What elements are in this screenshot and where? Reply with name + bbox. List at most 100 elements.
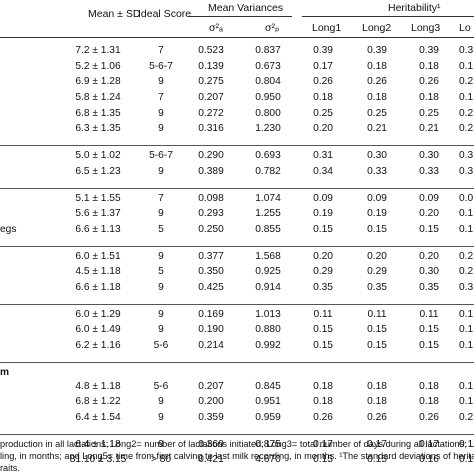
cell-l1: 0.19 bbox=[313, 208, 333, 220]
footnote-line: raits. bbox=[0, 463, 20, 473]
cell-mean: 6.8 ± 1.22 bbox=[75, 396, 121, 408]
group-rule bbox=[0, 361, 474, 363]
cell-vp: 0.845 bbox=[255, 380, 281, 392]
cell-l1: 0.20 bbox=[313, 250, 333, 262]
cell-l3: 0.35 bbox=[419, 281, 439, 293]
cell-mean: 6.5 ± 1.23 bbox=[75, 165, 121, 177]
cell-l2: 0.15 bbox=[367, 324, 387, 336]
cell-l4: 0.1 bbox=[459, 223, 474, 235]
group-gap bbox=[0, 427, 474, 434]
cell-ideal: 9 bbox=[158, 123, 164, 135]
cell-va: 0.316 bbox=[198, 123, 224, 135]
group-gap bbox=[0, 181, 474, 188]
cell-vp: 1.013 bbox=[255, 308, 281, 320]
cell-vp: 1.255 bbox=[255, 208, 281, 220]
cell-ideal: 5 bbox=[158, 266, 164, 278]
cell-l1: 0.09 bbox=[313, 192, 333, 204]
cell-mean: 6.3 ± 1.35 bbox=[75, 123, 121, 135]
table-row: 6.0 ± 1.49 9 0.190 0.880 0.15 0.15 0.15 0.1 bbox=[0, 323, 474, 339]
cell-ideal: 9 bbox=[158, 208, 164, 220]
cell-l2: 0.15 bbox=[367, 340, 387, 351]
cell-ideal: 5-6-7 bbox=[149, 60, 173, 72]
cell-l1: 0.15 bbox=[313, 324, 333, 336]
cell-l1: 0.18 bbox=[313, 380, 333, 392]
table-row: 5.0 ± 1.02 5-6-7 0.290 0.693 0.31 0.30 0.30 0.3 bbox=[0, 149, 474, 165]
cell-l2: 0.17 bbox=[367, 438, 387, 450]
cell-l3: 0.18 bbox=[419, 380, 439, 392]
cell-l4: 0.1 bbox=[459, 60, 474, 72]
cell-l2: 0.18 bbox=[367, 92, 387, 104]
cell-vp: 0.914 bbox=[255, 281, 281, 293]
cell-va: 0.350 bbox=[198, 266, 224, 278]
cell-l1: 0.34 bbox=[313, 165, 333, 177]
cell-l3: 0.17 bbox=[419, 438, 439, 450]
cell-l4: 0.1 bbox=[459, 92, 474, 104]
cell-vp: 0.800 bbox=[255, 107, 281, 119]
cell-l4: 0.2 bbox=[459, 107, 474, 119]
cell-l2: 0.21 bbox=[367, 123, 387, 135]
cell-va: 0.290 bbox=[198, 150, 224, 162]
cell-l2: 0.18 bbox=[367, 380, 387, 392]
cell-va: 0.523 bbox=[198, 45, 224, 56]
table-body: 7.2 ± 1.31 7 0.523 0.837 0.39 0.39 0.39 0.3 5.2 … bbox=[0, 44, 474, 469]
cell-vp: 0.855 bbox=[255, 223, 281, 235]
cell-va: 0.369 bbox=[198, 438, 224, 450]
header-long1: Long1 bbox=[312, 22, 342, 34]
cell-l3: 0.16 bbox=[419, 454, 439, 466]
cell-l1: 0.35 bbox=[313, 281, 333, 293]
cell-l2: 0.25 bbox=[367, 107, 387, 119]
cell-l4: 0.1 bbox=[459, 324, 474, 336]
cell-l3: 0.09 bbox=[419, 192, 439, 204]
cell-vp: 0.950 bbox=[255, 92, 281, 104]
header-long4: Lo bbox=[459, 22, 471, 34]
cell-mean: 5.1 ± 1.55 bbox=[75, 192, 121, 204]
cell-ideal: 7 bbox=[158, 92, 164, 104]
cell-l4: 0.3 bbox=[459, 165, 474, 177]
cell-ideal: 9 bbox=[158, 76, 164, 88]
cell-l2: 0.29 bbox=[367, 266, 387, 278]
footnote-line: ling, in months; and Long5= time from fi… bbox=[0, 451, 474, 461]
cell-mean: 4.8 ± 1.18 bbox=[75, 380, 121, 392]
cell-l3: 0.18 bbox=[419, 60, 439, 72]
cell-mean: 6.0 ± 1.49 bbox=[75, 324, 121, 336]
cell-mean: 5.2 ± 1.06 bbox=[75, 60, 121, 72]
cell-l1: 0.15 bbox=[313, 454, 333, 466]
cell-va: 0.214 bbox=[198, 340, 224, 351]
cell-vp: 0.693 bbox=[255, 150, 281, 162]
group-gap bbox=[0, 239, 474, 246]
cell-va: 0.169 bbox=[198, 308, 224, 320]
group-rule bbox=[0, 187, 474, 189]
cell-l4: 0.0 bbox=[459, 192, 474, 204]
cell-va: 0.275 bbox=[198, 76, 224, 88]
table-row: 4.8 ± 1.18 5-6 0.207 0.845 0.18 0.18 0.18 0.1 bbox=[0, 380, 474, 396]
cell-l2: 0.26 bbox=[367, 76, 387, 88]
cell-l3: 0.39 bbox=[419, 45, 439, 56]
cell-l4: 0.3 bbox=[459, 150, 474, 162]
cell-l4: 0.1 bbox=[459, 308, 474, 320]
cell-l2: 0.09 bbox=[367, 192, 387, 204]
cell-l4: 0.2 bbox=[459, 123, 474, 135]
cell-mean: 81.10 ± 3.15 bbox=[69, 454, 127, 466]
cell-l1: 0.39 bbox=[313, 45, 333, 56]
cell-l1: 0.29 bbox=[313, 266, 333, 278]
cell-mean: 6.2 ± 1.16 bbox=[75, 340, 121, 351]
cell-ideal: 9 bbox=[158, 324, 164, 336]
cell-vp: 1.568 bbox=[255, 250, 281, 262]
table-row: 6.2 ± 1.16 5-6 0.214 0.992 0.15 0.15 0.15 0.1 bbox=[0, 339, 474, 355]
cell-mean: 6.4 ± 1.54 bbox=[75, 412, 121, 424]
cell-l3: 0.18 bbox=[419, 396, 439, 408]
table-row: 6.9 ± 1.28 9 0.275 0.804 0.26 0.26 0.26 0.2 bbox=[0, 75, 474, 91]
cell-l4: 0.2 bbox=[459, 266, 474, 278]
cell-l3: 0.21 bbox=[419, 123, 439, 135]
table-row: 5.2 ± 1.06 5-6-7 0.139 0.673 0.17 0.18 0.18 0.1 bbox=[0, 60, 474, 76]
cell-va: 0.377 bbox=[198, 250, 224, 262]
cell-va: 0.098 bbox=[198, 192, 224, 204]
header-heritability: Heritability¹ bbox=[388, 2, 441, 14]
cell-mean: 6.0 ± 1.29 bbox=[75, 308, 121, 320]
group-gap bbox=[0, 355, 474, 362]
cell-vp: 0.951 bbox=[255, 396, 281, 408]
table-header: Mean ± SD Ideal Score Mean Variances σ²ₐ… bbox=[0, 0, 474, 44]
cell-vp: 0.837 bbox=[255, 45, 281, 56]
cell-mean: 6.4 ± 1.18 bbox=[75, 438, 121, 450]
